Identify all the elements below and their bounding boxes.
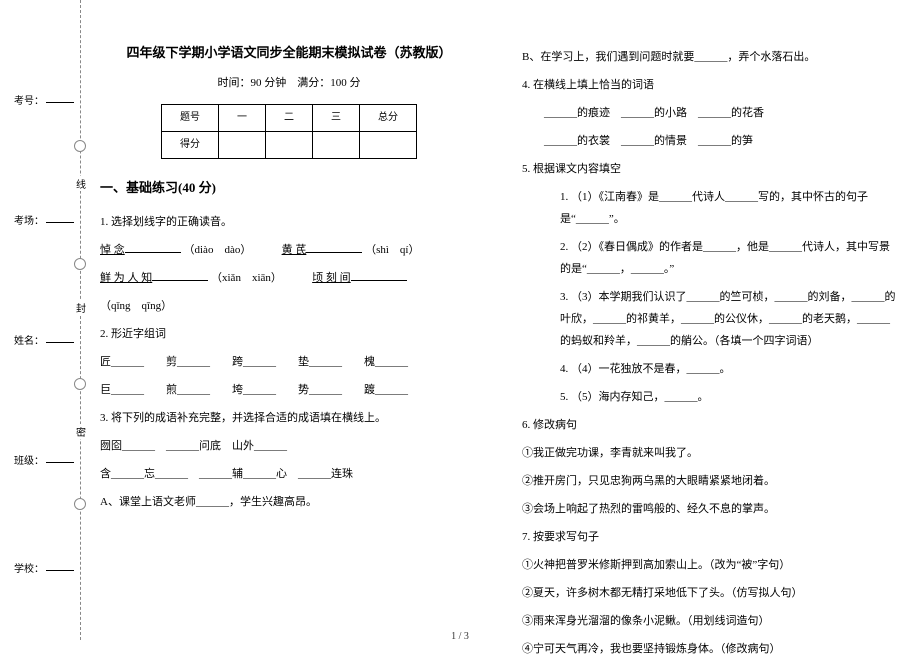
binding-line: [46, 222, 74, 223]
q7-2: ②夏天，许多树木都无精打采地低下了头。（仿写拟人句）: [522, 582, 900, 604]
td: [266, 132, 313, 159]
q7-1: ①火神把普罗米修斯押到高加索山上。（改为“被”字句）: [522, 554, 900, 576]
q5-2: 2. （2）《春日偶成》的作者是______，他是______代诗人，其中写景的…: [522, 236, 900, 280]
td: [313, 132, 360, 159]
q1: 1. 选择划线字的正确读音。: [100, 211, 478, 233]
q5-3: 3. （3）本学期我们认识了______的竺可桢，______的刘备，_____…: [522, 286, 900, 352]
q5: 5. 根据课文内容填空: [522, 158, 900, 180]
table-row: 得分: [162, 132, 417, 159]
binding-circle: [74, 258, 86, 270]
pinyin: （shì qí）: [365, 244, 419, 256]
pinyin: （xiǎn xiān）: [211, 272, 276, 284]
binding-label-room: 考场：: [14, 212, 44, 227]
td: [219, 132, 266, 159]
binding-line: [46, 102, 74, 103]
binding-circle: [74, 140, 86, 152]
td: [360, 132, 417, 159]
right-column: B、在学习上，我们遇到问题时就要______，弄个水落石出。 4. 在横线上填上…: [522, 40, 900, 666]
q3: 3. 将下列的成语补充完整，并选择合适的成语填在横线上。: [100, 407, 478, 429]
score-table: 题号 一 二 三 总分 得分: [161, 104, 417, 159]
q6: 6. 修改病句: [522, 414, 900, 436]
seal-char-xian: 线: [76, 176, 86, 191]
page-content: 四年级下学期小学语文同步全能期末模拟试卷（苏教版） 时间：90 分钟 满分：10…: [100, 40, 900, 666]
exam-subtitle: 时间：90 分钟 满分：100 分: [100, 72, 478, 94]
q1-line2: 鲜 为 人 知 （xiǎn xiān） 顷 刻 间: [100, 267, 478, 289]
section-heading: 一、基础练习(40 分): [100, 175, 478, 201]
q2: 2. 形近字组词: [100, 323, 478, 345]
q2-row1: 匠______ 剪______ 跨______ 垫______ 槐______: [100, 351, 478, 373]
q7-3: ③雨来浑身光溜溜的像条小泥鳅。（用划线词造句）: [522, 610, 900, 632]
q1-line2b: （qǐng qīng）: [100, 295, 478, 317]
q3-l1: 囫囵______ ______问底 山外______: [100, 435, 478, 457]
seal-char-mi: 密: [76, 424, 86, 439]
binding-label-name: 姓名：: [14, 332, 44, 347]
q6-2: ②推开房门，只见忠狗两乌黑的大眼睛紧紧地闭着。: [522, 470, 900, 492]
th: 三: [313, 105, 360, 132]
dashed-seal-line: [80, 0, 81, 640]
th: 一: [219, 105, 266, 132]
page-footer: 1 / 3: [0, 631, 920, 642]
pinyin: （diào dào）: [184, 244, 246, 256]
binding-label-class: 班级：: [14, 452, 44, 467]
binding-circle: [74, 378, 86, 390]
q4: 4. 在横线上填上恰当的词语: [522, 74, 900, 96]
th: 二: [266, 105, 313, 132]
seal-char-feng: 封: [76, 300, 86, 315]
th: 总分: [360, 105, 417, 132]
word: 顷 刻 间: [312, 272, 351, 284]
td: 得分: [162, 132, 219, 159]
binding-circle: [74, 498, 86, 510]
word: 鲜 为 人 知: [100, 272, 152, 284]
q1-line1: 悼 念 （diào dào） 黄 芪 （shì qí）: [100, 239, 478, 261]
binding-label-school: 学校：: [14, 560, 44, 575]
word: 黄 芪: [282, 244, 307, 256]
exam-title: 四年级下学期小学语文同步全能期末模拟试卷（苏教版）: [100, 40, 478, 66]
q5-5: 5. （5）海内存知己，______。: [522, 386, 900, 408]
binding-label-examno: 考号：: [14, 92, 44, 107]
th: 题号: [162, 105, 219, 132]
q5-4: 4. （4）一花独放不是春，______。: [522, 358, 900, 380]
q6-3: ③会场上响起了热烈的雷鸣般的、经久不息的掌声。: [522, 498, 900, 520]
q5-1: 1. （1）《江南春》是______代诗人______写的，其中怀古的句子是“_…: [522, 186, 900, 230]
word: 悼 念: [100, 244, 125, 256]
binding-line: [46, 462, 74, 463]
q7: 7. 按要求写句子: [522, 526, 900, 548]
binding-margin: 考号： 线 考场： 封 姓名： 密 班级： 学校：: [8, 0, 92, 640]
q2-row2: 巨______ 煎______ 垮______ 势______ 踱______: [100, 379, 478, 401]
table-row: 题号 一 二 三 总分: [162, 105, 417, 132]
binding-line: [46, 342, 74, 343]
q3-B: B、在学习上，我们遇到问题时就要______，弄个水落石出。: [522, 46, 900, 68]
q4-l2: ______的衣裳 ______的情景 ______的笋: [522, 130, 900, 152]
q6-1: ①我正做完功课，李青就来叫我了。: [522, 442, 900, 464]
q3-A: A、课堂上语文老师______，学生兴趣高昂。: [100, 491, 478, 513]
q4-l1: ______的痕迹 ______的小路 ______的花香: [522, 102, 900, 124]
binding-line: [46, 570, 74, 571]
q3-l2: 含______忘______ ______辅______心 ______连珠: [100, 463, 478, 485]
left-column: 四年级下学期小学语文同步全能期末模拟试卷（苏教版） 时间：90 分钟 满分：10…: [100, 40, 478, 666]
